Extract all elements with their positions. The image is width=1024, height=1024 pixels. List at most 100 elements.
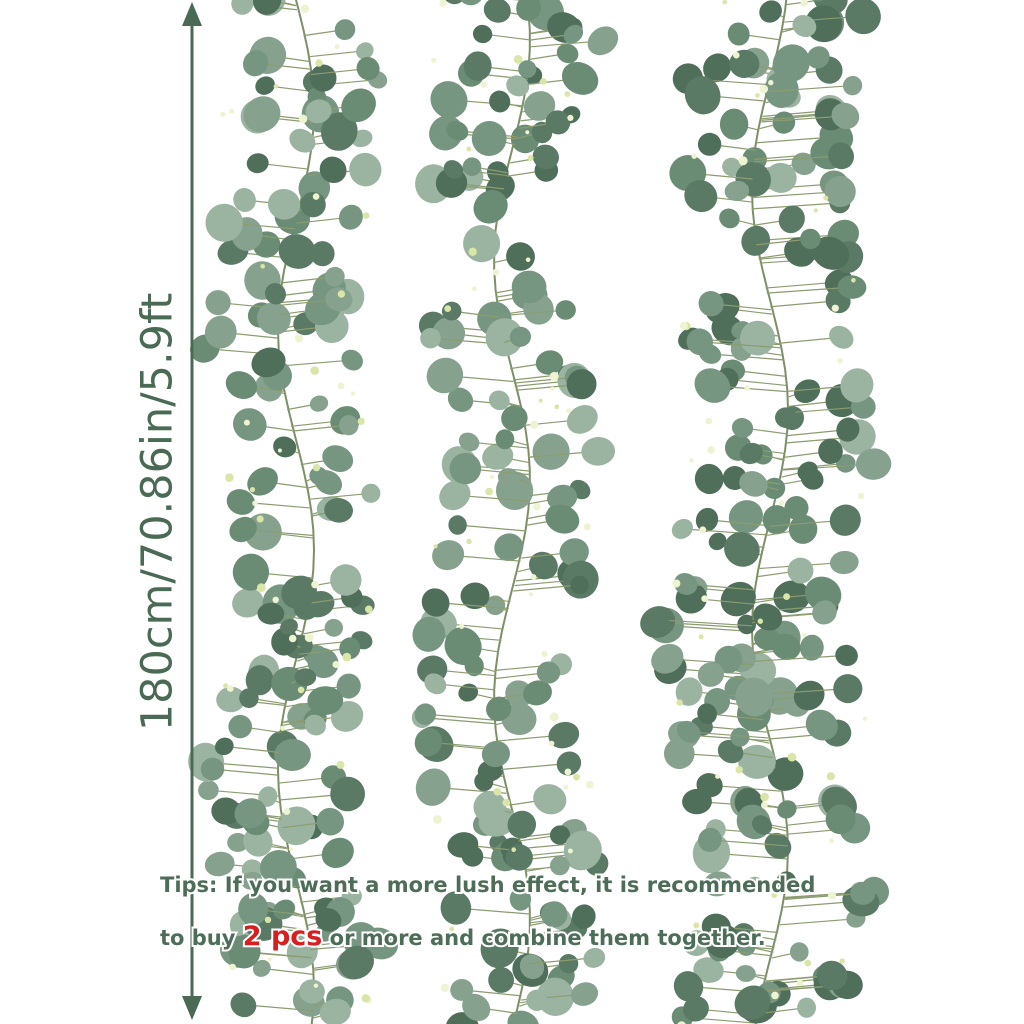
bud [722,0,728,5]
leaf [310,241,335,267]
bud [760,792,769,802]
bud [433,544,438,549]
bud [528,592,534,597]
twig [779,918,856,926]
bud [300,4,310,14]
twig [699,341,781,349]
leaf [243,826,273,857]
leaf [341,88,376,123]
leaf [225,371,258,400]
bud [804,959,812,967]
bud [757,618,763,624]
leaf [472,24,493,44]
leaf [324,618,343,637]
leaf [583,947,606,968]
leaf [232,588,264,618]
leaf [724,180,750,201]
leaf [229,516,257,543]
leaf [767,757,804,791]
leaf [443,160,464,179]
leaf [252,0,282,15]
bud [705,417,713,425]
leaf [226,489,256,515]
bud [567,114,574,121]
bud [334,44,340,50]
leaf [341,349,363,371]
leaf [533,784,567,815]
bud [530,420,539,429]
leaf [759,0,782,23]
leaf [776,871,797,892]
bud [288,847,294,852]
leaf [319,156,347,183]
bud [468,247,477,256]
leaf [414,728,443,757]
leaf [825,804,856,835]
leaf [651,643,684,674]
leaf [264,283,287,305]
leaf [309,64,337,92]
bud [298,114,308,124]
leaf [684,180,718,213]
leaf [260,850,297,885]
leaf [446,120,469,141]
bud [549,712,559,722]
leaf [304,714,326,736]
bud [839,958,845,964]
bud [768,79,774,86]
leaf [334,19,356,41]
leaf [473,790,506,823]
twig [688,731,769,739]
bud [548,740,555,747]
leaf [698,291,724,317]
bud [550,386,555,391]
leaf [696,773,723,798]
leaf [205,203,243,242]
bud [567,848,573,854]
leaf [805,5,843,43]
leaf [547,484,578,511]
bud [779,500,785,506]
leaf [488,390,510,411]
leaf [836,417,860,442]
leaf [519,954,545,980]
leaf [663,738,695,769]
twig [709,839,788,847]
leaf [697,132,722,156]
leaf [671,518,693,539]
bud [699,526,707,534]
leaf [550,855,570,876]
leaf [727,22,750,46]
leaf [540,901,568,928]
leaf [294,668,317,687]
bud [480,81,487,88]
leaf [449,452,482,485]
bud [831,304,839,312]
bud [583,523,591,531]
leaf [549,825,571,845]
dimension-label: 180cm/70.86in/5.9ft [133,293,183,732]
leaf [278,234,316,269]
bud [693,922,700,929]
leaf [507,1010,540,1024]
bud [679,321,688,330]
leaf [289,128,316,153]
leaf [463,51,492,81]
leaf [309,466,328,485]
leaf [793,680,825,711]
tips-highlight: 2 pcs [243,921,323,952]
leaf [447,832,479,858]
bud [691,153,697,159]
leaf [321,837,354,869]
leaf [271,627,298,656]
leaf [486,696,512,722]
leaf [501,405,528,432]
leaf [339,415,359,436]
leaf [507,810,537,839]
twig [513,584,580,592]
twig [753,654,847,662]
bud [538,398,543,403]
twig [527,957,595,965]
leaf [563,24,584,44]
leaf [805,709,838,741]
